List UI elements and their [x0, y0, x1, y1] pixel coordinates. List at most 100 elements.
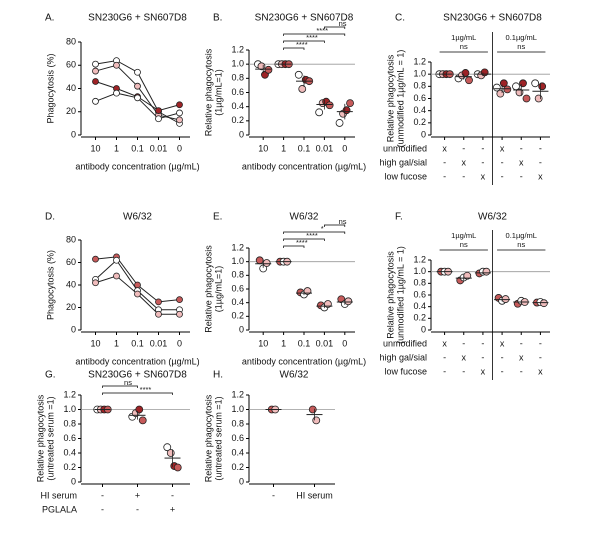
x-tick-label: 0	[177, 338, 182, 348]
y-axis-label: (1µg/mL=1)	[213, 69, 223, 115]
condition-mark: +	[135, 490, 140, 500]
point	[155, 310, 162, 318]
condition-label: HI serum	[40, 490, 77, 500]
y-tick-label: 0.2	[231, 462, 244, 472]
point	[344, 297, 353, 306]
y-tick-label: 20	[66, 302, 76, 312]
point	[134, 290, 141, 298]
point	[113, 256, 120, 264]
condition-label: high gal/sial	[379, 157, 427, 167]
point	[134, 68, 141, 76]
section-annotation: ns	[460, 42, 468, 51]
x-tick-label: 0.1	[131, 143, 144, 153]
y-tick-label: 80	[66, 234, 76, 244]
y-tick-label: 0.8	[413, 278, 426, 288]
point	[538, 82, 547, 91]
condition-mark: -	[462, 143, 465, 153]
y-tick-label: 0.8	[231, 270, 244, 280]
x-tick-label: 0.1	[131, 338, 144, 348]
point	[312, 416, 321, 425]
x-axis-label: antibody concentration (µg/mL)	[242, 161, 366, 171]
condition-mark: x	[462, 157, 467, 167]
y-axis-label: (unmodified 1µg/mL = 1)	[395, 50, 405, 148]
x-axis-label: antibody concentration (µg/mL)	[75, 356, 199, 366]
significance-bracket	[283, 47, 305, 50]
condition-mark: -	[539, 157, 542, 167]
point	[503, 85, 512, 94]
y-tick-label: 0	[421, 324, 426, 334]
point	[298, 85, 307, 93]
condition-mark: -	[501, 171, 504, 181]
condition-mark: x	[462, 352, 467, 362]
y-tick-label: 1.0	[231, 256, 244, 266]
y-tick-label: 0.6	[63, 433, 76, 443]
x-tick-label: 10	[258, 143, 268, 153]
condition-mark: -	[520, 366, 523, 376]
significance-bracket	[283, 245, 305, 248]
y-axis-label: Relative phagocytosis	[35, 394, 45, 482]
condition-mark: -	[501, 157, 504, 167]
y-tick-label: 0	[71, 324, 76, 334]
condition-mark: -	[520, 338, 523, 348]
condition-mark: -	[520, 143, 523, 153]
condition-mark: -	[443, 157, 446, 167]
point	[492, 83, 501, 92]
condition-mark: -	[481, 157, 484, 167]
y-tick-label: 0	[239, 476, 244, 486]
y-tick-label: 1.0	[231, 404, 244, 414]
condition-mark: -	[462, 366, 465, 376]
y-tick-label: 0.2	[231, 311, 244, 321]
y-tick-label: 0	[239, 324, 244, 334]
point	[480, 68, 489, 77]
x-tick-label: 0.01	[316, 143, 334, 153]
y-tick-label: 0	[71, 129, 76, 139]
significance-label: ****	[316, 26, 328, 35]
point	[138, 416, 147, 425]
point	[176, 310, 183, 318]
condition-mark: x	[538, 366, 543, 376]
condition-label: PGLALA	[42, 504, 77, 514]
y-tick-label: 0.6	[413, 93, 426, 103]
y-axis-label: (untreated serum =1)	[213, 396, 223, 480]
significance-bracket	[283, 238, 325, 241]
condition-mark: -	[539, 352, 542, 362]
y-tick-label: 0.2	[63, 462, 76, 472]
y-axis-label: (untreated serum =1)	[45, 396, 55, 480]
point	[166, 449, 175, 457]
y-tick-label: 1.2	[231, 242, 244, 252]
point	[92, 255, 99, 263]
point	[176, 116, 183, 124]
condition-label: low fucose	[384, 171, 427, 181]
condition-mark: -	[481, 143, 484, 153]
condition-mark: x	[481, 171, 486, 181]
point	[92, 279, 99, 287]
significance-bracket	[102, 385, 138, 388]
y-tick-label: 0	[239, 129, 244, 139]
point	[315, 108, 324, 117]
condition-mark: x	[500, 338, 505, 348]
y-axis-label: Relative phagocytosis	[203, 394, 213, 482]
x-tick-label: 0	[342, 143, 347, 153]
y-axis-label: Phagocytosis (%)	[45, 250, 55, 320]
point	[176, 109, 183, 117]
x-tick-label: 0.1	[298, 143, 311, 153]
condition-mark: x	[519, 352, 524, 362]
y-tick-label: 1.2	[413, 254, 426, 264]
y-tick-label: 0.4	[63, 447, 76, 457]
point	[335, 119, 344, 127]
x-axis-label: antibody concentration (µg/mL)	[75, 161, 199, 171]
condition-label: unmodified	[383, 338, 427, 348]
point	[155, 107, 162, 114]
chart-title: SN230G6 + SN607D8	[88, 13, 187, 24]
x-tick-label: 10	[258, 338, 268, 348]
y-axis-label: Relative phagocytosis	[385, 251, 395, 339]
point	[135, 405, 144, 414]
condition-mark: -	[481, 338, 484, 348]
significance-bracket	[283, 40, 325, 43]
y-tick-label: 1.0	[231, 59, 244, 69]
condition-mark: x	[481, 366, 486, 376]
condition-mark: -	[481, 352, 484, 362]
point	[496, 89, 505, 98]
section-annotation: ns	[517, 42, 525, 51]
y-tick-label: 1.2	[231, 389, 244, 399]
